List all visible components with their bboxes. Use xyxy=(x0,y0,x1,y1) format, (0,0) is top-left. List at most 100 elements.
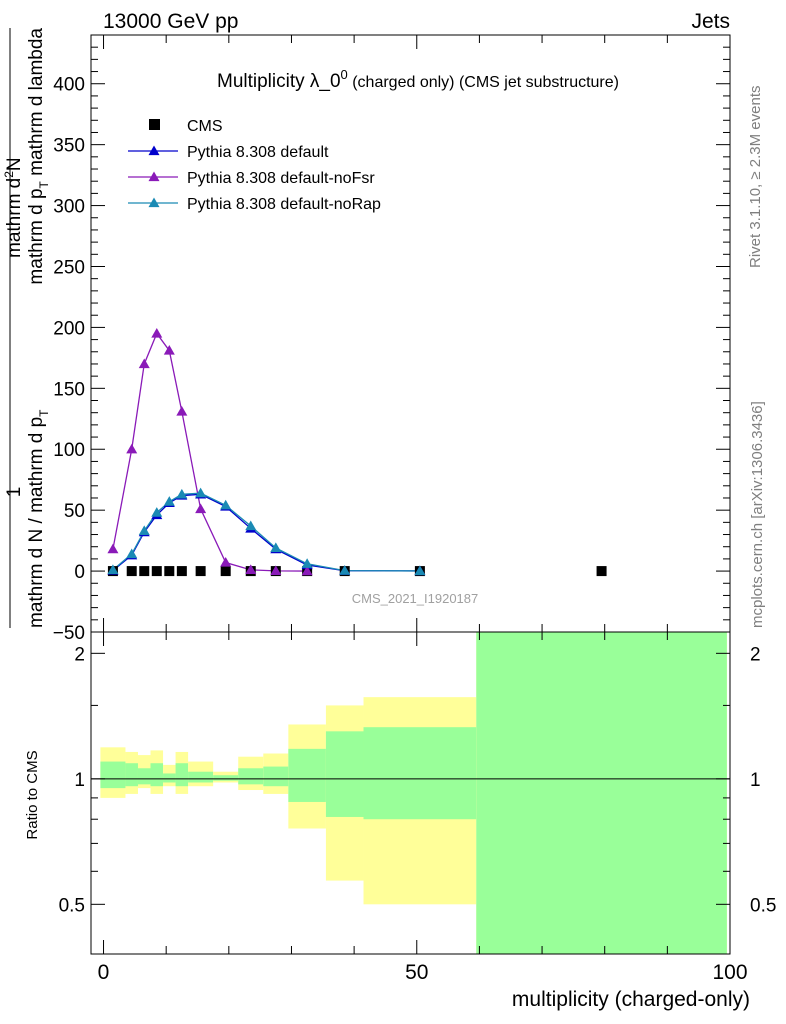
data-point-pythia-8-308-default-norap xyxy=(220,499,232,510)
ratio-ytick-label-left: 0.5 xyxy=(59,895,85,916)
data-point-pythia-8-308-default-nofsr xyxy=(301,565,313,576)
ratio-xtick-label: 0 xyxy=(98,961,110,984)
data-point-cms xyxy=(596,566,607,577)
data-point-cms xyxy=(126,566,137,577)
main-ytick-label: 250 xyxy=(53,257,85,278)
data-point-pythia-8-308-default-norap xyxy=(270,542,282,553)
main-ytick-label: 350 xyxy=(53,136,85,157)
legend-marker xyxy=(148,171,160,182)
ratio-axis-ticks: 0.5 0.5 1 1 2 2 0 50 100 xyxy=(59,632,776,984)
ylabel-denominator-rest: mathrm d lambda xyxy=(26,28,47,182)
data-point-pythia-8-308-default-norap xyxy=(176,488,188,499)
plot-title-sup: 0 xyxy=(341,67,348,82)
x-axis-label: multiplicity (charged-only) xyxy=(512,988,750,1011)
ratio-xtick-label: 50 xyxy=(405,961,428,984)
series-line-pythia-8-308-default xyxy=(112,493,420,572)
ratio-band-inner xyxy=(188,771,214,783)
ylabel-prefix-bottom-main: mathrm d N / mathrm d p xyxy=(26,417,47,628)
ylabel-numerator-d: mathrm d xyxy=(4,178,25,258)
legend-entry-label: CMS xyxy=(187,118,223,135)
main-ytick-label: 400 xyxy=(53,75,85,96)
ylabel-numerator-n: N xyxy=(4,157,25,171)
data-point-pythia-8-308-default-nofsr xyxy=(107,543,119,554)
legend-marker xyxy=(148,145,160,156)
data-point-pythia-8-308-default-nofsr xyxy=(195,503,207,514)
ylabel-prefix-top: 1 xyxy=(4,487,25,498)
legend-marker-cms xyxy=(149,119,160,130)
data-point-cms xyxy=(195,566,206,577)
ratio-band-inner xyxy=(238,768,264,785)
header-left: 13000 GeV pp xyxy=(103,10,238,33)
plot-title-main: Multiplicity λ_0 xyxy=(217,71,341,92)
data-point-cms xyxy=(220,566,231,577)
ratio-xtick-label: 100 xyxy=(712,961,747,984)
data-point-pythia-8-308-default-nofsr xyxy=(176,405,188,416)
ratio-band-inner xyxy=(213,775,239,781)
data-point-pythia-8-308-default-nofsr xyxy=(270,565,282,575)
data-point-pythia-8-308-default-norap xyxy=(151,507,163,517)
ratio-band-inner xyxy=(137,768,151,785)
ratio-panel: 0.5 0.5 1 1 2 2 0 50 100 Ratio to CMS multiplici… xyxy=(24,631,776,1011)
data-point-cms xyxy=(139,566,150,577)
side-label-mcplots: mcplots.cern.ch [arXiv:1306.3436] xyxy=(749,401,766,628)
data-point-pythia-8-308-default-nofsr xyxy=(151,328,163,338)
ylabel-numerator: mathrm d2N xyxy=(2,157,25,258)
legend-entry-label: Pythia 8.308 default-noRap xyxy=(187,196,381,213)
data-point-cms xyxy=(164,566,175,577)
plot-title-suffix: (charged only) (CMS jet substructure) xyxy=(348,74,619,91)
main-ylabel: 1 mathrm d2N mathrm d pT mathrm d lambda… xyxy=(2,28,51,628)
data-point-pythia-8-308-default-norap xyxy=(195,487,207,498)
plot-title: Multiplicity λ_00 (charged only) (CMS je… xyxy=(217,67,619,92)
data-point-pythia-8-308-default-norap xyxy=(414,565,426,576)
data-point-cms xyxy=(176,566,187,577)
series-line-pythia-8-308-default-norap xyxy=(112,492,420,572)
ratio-band-inner xyxy=(150,763,164,787)
data-point-pythia-8-308-default-norap xyxy=(301,558,313,568)
data-point-pythia-8-308-default-nofsr xyxy=(220,557,232,567)
ratio-ytick-label-left: 2 xyxy=(74,644,85,665)
main-ytick-label: 0 xyxy=(74,562,85,583)
ratio-ytick-label-right: 2 xyxy=(750,644,761,665)
ratio-ylabel: Ratio to CMS xyxy=(24,750,41,839)
legend-entry-label: Pythia 8.308 default-noFsr xyxy=(187,170,375,187)
data-point-pythia-8-308-default-norap xyxy=(107,564,119,574)
ratio-ytick-label-right: 1 xyxy=(750,770,761,791)
ratio-band-inner xyxy=(163,773,176,783)
ratio-band-inner xyxy=(363,727,477,820)
legend: CMS Pythia 8.308 default Pythia 8.308 defa… xyxy=(128,118,381,213)
ratio-bands-layer xyxy=(100,632,727,954)
data-point-pythia-8-308-default-norap xyxy=(138,525,150,536)
main-ytick-label: 50 xyxy=(64,501,85,522)
ylabel-prefix-bottom-sub: T xyxy=(37,409,51,417)
main-ytick-label: 100 xyxy=(53,440,85,461)
ratio-band-inner xyxy=(476,632,727,954)
data-point-pythia-8-308-default-norap xyxy=(163,496,175,506)
ylabel-prefix-bottom: mathrm d N / mathrm d pT xyxy=(26,409,51,628)
ratio-band-inner xyxy=(175,763,189,787)
legend-marker xyxy=(148,197,160,208)
ratio-panel-frame xyxy=(90,631,731,955)
side-label-rivet: Rivet 3.1.10, ≥ 2.3M events xyxy=(747,86,764,269)
main-ytick-label: 300 xyxy=(53,197,85,218)
ratio-band-inner xyxy=(325,731,364,817)
ratio-band-inner xyxy=(288,748,326,802)
watermark: CMS_2021_I1920187 xyxy=(352,591,479,606)
ylabel-denominator: mathrm d pT mathrm d lambda xyxy=(26,28,51,285)
main-ytick-label: 200 xyxy=(53,318,85,339)
data-point-pythia-8-308-default-nofsr xyxy=(163,345,175,355)
ratio-band-inner xyxy=(263,766,289,787)
main-ytick-label: −50 xyxy=(53,623,85,644)
ratio-ytick-label-left: 1 xyxy=(74,770,85,791)
data-point-pythia-8-308-default-nofsr xyxy=(245,564,257,574)
ratio-band-inner xyxy=(100,761,126,789)
data-point-pythia-8-308-default-nofsr xyxy=(126,443,138,454)
header-right: Jets xyxy=(691,10,730,33)
main-panel: −50 0 50 100 150 200 250 300 350 400 Multiplicity… xyxy=(53,34,731,644)
data-point-pythia-8-308-default-norap xyxy=(245,520,257,531)
ylabel-numerator-sup: 2 xyxy=(2,171,16,178)
data-point-pythia-8-308-default-norap xyxy=(339,565,351,575)
ratio-band-inner xyxy=(125,763,138,787)
legend-entry-label: Pythia 8.308 default xyxy=(187,144,329,161)
main-axis-ticks: −50 0 50 100 150 200 250 300 350 400 xyxy=(53,35,731,644)
